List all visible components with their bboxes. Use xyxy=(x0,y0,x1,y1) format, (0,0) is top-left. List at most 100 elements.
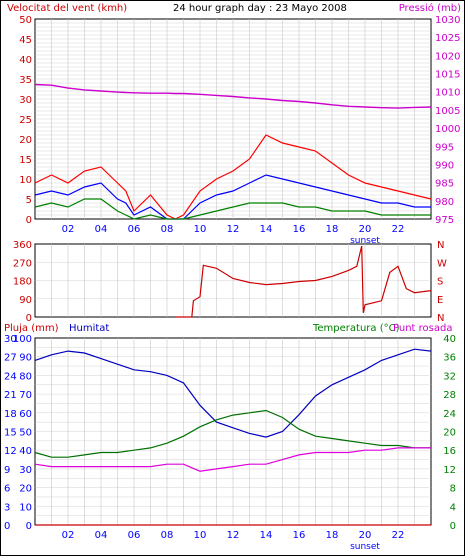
temperature-y-tick: 36 xyxy=(443,353,456,364)
temperature-y-tick: 20 xyxy=(443,428,456,439)
temperature-y-tick: 24 xyxy=(443,409,456,420)
compass-label: N xyxy=(437,240,444,251)
wind-y-tick: 10 xyxy=(19,175,32,186)
pressure-y-tick: 1005 xyxy=(435,106,460,117)
humidity-y-tick: 40 xyxy=(19,446,32,457)
climate-series-temperature xyxy=(34,409,431,458)
direction-y-tick: 0 xyxy=(26,313,32,324)
rain-y-tick: 9 xyxy=(4,465,10,476)
x-tick-label-bottom: 04 xyxy=(95,530,108,541)
humidity-y-tick: 100 xyxy=(13,334,32,345)
sunset-label-bottom: sunset xyxy=(350,542,380,552)
pressure-y-tick: 990 xyxy=(435,160,454,171)
temperature-y-tick: 28 xyxy=(443,390,456,401)
x-tick-label-top: 12 xyxy=(227,224,240,235)
pressure-y-tick: 985 xyxy=(435,179,454,190)
pressure-y-tick: 1015 xyxy=(435,70,460,81)
temperature-y-tick: 16 xyxy=(443,446,456,457)
wind-series-min xyxy=(34,198,431,220)
sunset-label-top: sunset xyxy=(350,236,380,246)
temperature-y-tick: 32 xyxy=(443,371,456,382)
rain-y-tick: 21 xyxy=(4,390,17,401)
pressure-y-tick: 1025 xyxy=(435,33,460,44)
compass-label: W xyxy=(437,258,447,269)
rain-label: Pluja (mm) xyxy=(4,323,59,334)
direction-y-tick: 270 xyxy=(13,258,32,269)
direction-y-tick: 90 xyxy=(19,295,32,306)
humidity-y-tick: 80 xyxy=(19,371,32,382)
climate-series-humidity xyxy=(34,348,432,438)
rain-y-tick: 0 xyxy=(4,521,10,532)
rain-y-tick: 18 xyxy=(4,409,17,420)
humidity-y-tick: 70 xyxy=(19,390,32,401)
wind-y-tick: 50 xyxy=(19,15,32,26)
compass-label: E xyxy=(437,295,443,306)
x-tick-label-bottom: 22 xyxy=(392,530,405,541)
pressure-y-tick: 1000 xyxy=(435,124,460,135)
x-tick-label-top: 10 xyxy=(194,224,207,235)
wind-y-tick: 15 xyxy=(19,155,32,166)
x-tick-label-bottom: 10 xyxy=(194,530,207,541)
rain-y-tick: 6 xyxy=(4,484,10,495)
x-tick-label-bottom: 14 xyxy=(260,530,273,541)
direction-y-tick: 180 xyxy=(13,277,32,288)
x-tick-label-top: 14 xyxy=(260,224,273,235)
rain-y-tick: 15 xyxy=(4,428,17,439)
x-tick-label-bottom: 16 xyxy=(293,530,306,541)
rain-y-tick: 30 xyxy=(4,334,17,345)
humidity-y-tick: 30 xyxy=(19,465,32,476)
wind-y-tick: 45 xyxy=(19,35,32,46)
x-tick-label-bottom: 12 xyxy=(227,530,240,541)
rain-y-tick: 12 xyxy=(4,446,17,457)
x-tick-label-bottom: 06 xyxy=(128,530,141,541)
x-tick-label-top: 08 xyxy=(161,224,174,235)
temperature-y-tick: 40 xyxy=(443,334,456,345)
wind-y-tick: 30 xyxy=(19,95,32,106)
rain-y-tick: 3 xyxy=(4,502,10,513)
temperature-y-tick: 0 xyxy=(450,521,456,532)
x-tick-label-bottom: 18 xyxy=(326,530,339,541)
rain-y-tick: 27 xyxy=(4,353,17,364)
wind-series-gust xyxy=(34,134,432,220)
chart-title: 24 hour graph day : 23 Mayo 2008 xyxy=(173,3,347,14)
humidity-y-tick: 10 xyxy=(19,502,32,513)
wind-y-tick: 20 xyxy=(19,135,32,146)
wind-y-tick: 0 xyxy=(26,215,32,226)
x-tick-label-top: 06 xyxy=(128,224,141,235)
temperature-y-tick: 8 xyxy=(450,484,456,495)
pressure-label: Pressió (mb) xyxy=(399,2,461,14)
pressure-y-tick: 980 xyxy=(435,197,454,208)
wind-y-tick: 35 xyxy=(19,75,32,86)
climate-series-dewpoint xyxy=(34,447,431,472)
humidity-y-tick: 60 xyxy=(19,409,32,420)
compass-label: S xyxy=(437,277,443,288)
wind-y-tick: 40 xyxy=(19,55,32,66)
pressure-y-tick: 1020 xyxy=(435,51,460,62)
temperature-y-tick: 12 xyxy=(443,465,456,476)
wind-series-avg xyxy=(34,174,431,220)
x-tick-label-top: 22 xyxy=(392,224,405,235)
x-tick-label-top: 20 xyxy=(359,224,372,235)
humidity-y-tick: 0 xyxy=(26,521,32,532)
humidity-label: Humitat xyxy=(69,323,109,334)
direction-y-tick: 360 xyxy=(13,240,32,251)
x-tick-label-top: 04 xyxy=(95,224,108,235)
pressure-y-tick: 995 xyxy=(435,142,454,153)
rain-y-tick: 24 xyxy=(4,371,17,382)
wind-speed-label: Velocitat del vent (kmh) xyxy=(7,3,127,14)
humidity-y-tick: 20 xyxy=(19,484,32,495)
compass-label: N xyxy=(437,313,444,324)
x-tick-label-bottom: 08 xyxy=(161,530,174,541)
pressure-y-tick: 1010 xyxy=(435,88,460,99)
temperature-label: Temperatura (°C) xyxy=(312,323,400,334)
pressure-y-tick: 1030 xyxy=(435,15,460,26)
x-tick-label-top: 16 xyxy=(293,224,306,235)
dewpoint-label: Punt rosada xyxy=(393,323,452,334)
pressure-y-tick: 975 xyxy=(435,215,454,226)
wind-y-tick: 5 xyxy=(26,195,32,206)
direction-series xyxy=(175,245,432,318)
x-tick-label-bottom: 20 xyxy=(359,530,372,541)
x-tick-label-bottom: 02 xyxy=(62,530,75,541)
